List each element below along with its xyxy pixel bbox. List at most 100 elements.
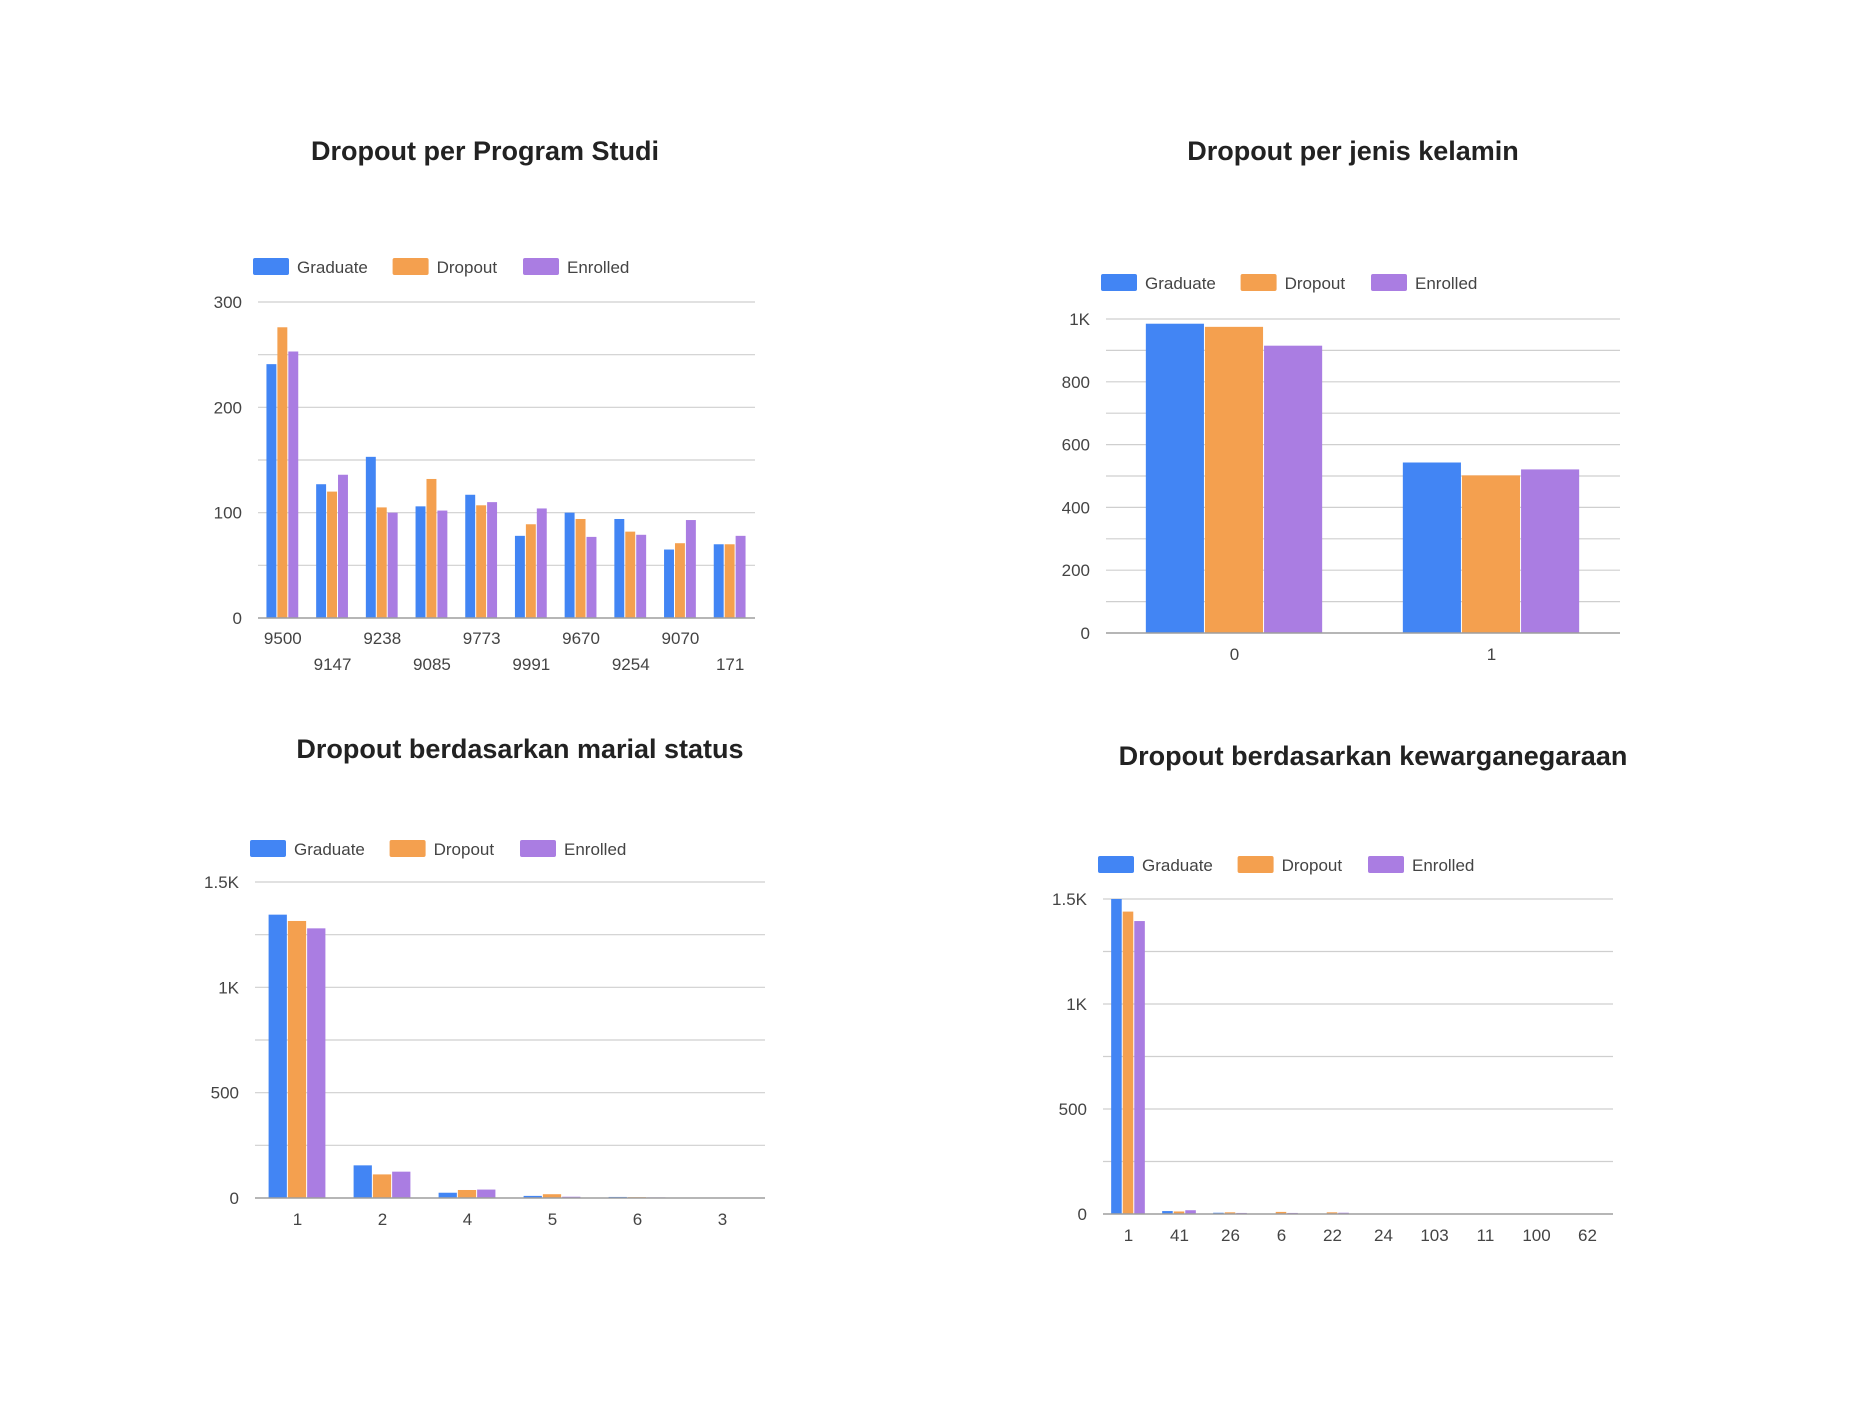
bar-graduate-2 bbox=[353, 1165, 372, 1198]
x-tick-label: 6 bbox=[1277, 1226, 1286, 1245]
legend-swatch-enrolled bbox=[1371, 274, 1407, 291]
bar-dropout-6 bbox=[1275, 1211, 1287, 1214]
bar-dropout-41 bbox=[1173, 1211, 1185, 1214]
bar-enrolled-9254 bbox=[636, 534, 647, 618]
legend-swatch-graduate bbox=[1101, 274, 1137, 291]
y-tick-label: 200 bbox=[1062, 561, 1090, 580]
x-tick-label: 11 bbox=[1477, 1226, 1495, 1245]
bar-enrolled-9070 bbox=[685, 520, 696, 618]
y-tick-label: 1K bbox=[1066, 995, 1087, 1014]
legend-swatch-dropout bbox=[1237, 856, 1274, 873]
x-tick-label: 9254 bbox=[612, 655, 650, 674]
bar-dropout-9670 bbox=[575, 518, 586, 618]
bar-graduate-9773 bbox=[465, 494, 476, 618]
legend-label: Dropout bbox=[1285, 274, 1346, 293]
bar-enrolled-2 bbox=[392, 1171, 411, 1198]
bar-enrolled-171 bbox=[735, 535, 746, 618]
legend-label: Enrolled bbox=[1415, 274, 1477, 293]
bar-dropout-9147 bbox=[327, 491, 338, 618]
bar-enrolled-9238 bbox=[387, 512, 398, 618]
bar-dropout-1 bbox=[1122, 911, 1134, 1214]
x-tick-label: 4 bbox=[463, 1210, 472, 1229]
y-tick-label: 1K bbox=[218, 978, 239, 997]
bar-dropout-9500 bbox=[277, 327, 288, 618]
x-tick-label: 41 bbox=[1170, 1226, 1189, 1245]
bar-graduate-0 bbox=[1145, 323, 1204, 633]
legend-label: Dropout bbox=[434, 840, 495, 859]
chart-panel-program-studi: Dropout per Program Studi Graduate Dropou… bbox=[140, 130, 830, 690]
bar-dropout-0 bbox=[1204, 326, 1264, 633]
x-tick-label: 103 bbox=[1420, 1226, 1448, 1245]
y-tick-label: 100 bbox=[214, 504, 242, 523]
bar-dropout-9238 bbox=[376, 507, 387, 618]
y-tick-label: 0 bbox=[233, 609, 242, 628]
bar-dropout-2 bbox=[372, 1174, 392, 1198]
bar-dropout-1 bbox=[1461, 475, 1521, 633]
x-tick-label: 1 bbox=[293, 1210, 302, 1229]
legend-label: Dropout bbox=[1282, 856, 1343, 875]
legend-swatch-graduate bbox=[1098, 856, 1134, 873]
x-tick-label: 22 bbox=[1323, 1226, 1342, 1245]
chart-title: Dropout per Program Studi bbox=[310, 136, 659, 166]
bar-dropout-9254 bbox=[625, 531, 636, 618]
bar-chart: Graduate Dropout Enrolled 0 500 1K 1.5K 1 2 4 5 6 3 bbox=[204, 840, 765, 1229]
chart-panel-kewarganegaraan: Dropout berdasarkan kewarganegaraan Grad… bbox=[1028, 735, 1718, 1265]
bar-dropout-171 bbox=[724, 544, 735, 618]
bar-graduate-5 bbox=[523, 1195, 542, 1198]
chart-title: Dropout berdasarkan kewarganegaraan bbox=[1118, 741, 1628, 771]
y-tick-label: 1.5K bbox=[1052, 890, 1088, 909]
y-tick-label: 400 bbox=[1062, 498, 1090, 517]
legend-swatch-graduate bbox=[253, 258, 289, 275]
legend-swatch-enrolled bbox=[523, 258, 559, 275]
x-tick-label: 9670 bbox=[562, 629, 600, 648]
y-tick-label: 1K bbox=[1069, 310, 1090, 329]
x-tick-label: 1 bbox=[1487, 645, 1496, 664]
y-tick-label: 0 bbox=[1078, 1205, 1087, 1224]
legend-label: Graduate bbox=[297, 258, 368, 277]
bar-enrolled-9670 bbox=[586, 536, 597, 618]
bar-enrolled-1 bbox=[1134, 921, 1145, 1214]
bar-enrolled-9147 bbox=[338, 474, 348, 618]
bar-dropout-4 bbox=[457, 1189, 477, 1198]
bar-enrolled-1 bbox=[307, 928, 326, 1198]
bar-chart: Graduate Dropout Enrolled 0 200 400 600 800 1K 0 1 bbox=[1062, 274, 1620, 664]
bar-graduate-1 bbox=[1402, 462, 1461, 633]
bar-chart: Graduate Dropout Enrolled 0 100 200 300 9500 914… bbox=[214, 258, 755, 674]
bar-graduate-9238 bbox=[365, 456, 376, 618]
legend-swatch-enrolled bbox=[520, 840, 556, 857]
bar-dropout-22 bbox=[1326, 1212, 1338, 1214]
bar-dropout-9085 bbox=[426, 478, 437, 618]
y-tick-label: 0 bbox=[1081, 624, 1090, 643]
y-tick-label: 1.5K bbox=[204, 873, 240, 892]
x-tick-label: 24 bbox=[1374, 1226, 1393, 1245]
bar-enrolled-1 bbox=[1521, 469, 1580, 633]
bar-enrolled-41 bbox=[1185, 1210, 1196, 1214]
bar-dropout-1 bbox=[287, 920, 307, 1198]
bar-graduate-171 bbox=[713, 544, 724, 618]
bar-graduate-9670 bbox=[564, 512, 575, 618]
legend-label: Enrolled bbox=[567, 258, 629, 277]
x-tick-label: 62 bbox=[1578, 1226, 1597, 1245]
x-tick-label: 5 bbox=[548, 1210, 557, 1229]
x-tick-label: 9500 bbox=[264, 629, 302, 648]
bar-graduate-9147 bbox=[316, 484, 327, 618]
y-tick-label: 500 bbox=[211, 1084, 239, 1103]
x-tick-label: 1 bbox=[1124, 1226, 1133, 1245]
chart-panel-jenis-kelamin: Dropout per jenis kelamin Graduate Dropou… bbox=[1008, 130, 1698, 690]
x-tick-label: 9238 bbox=[363, 629, 401, 648]
bar-graduate-9500 bbox=[266, 364, 277, 618]
legend-label: Enrolled bbox=[1412, 856, 1474, 875]
bar-graduate-9991 bbox=[514, 535, 525, 618]
x-tick-label: 0 bbox=[1230, 645, 1239, 664]
bar-graduate-4 bbox=[438, 1192, 457, 1198]
bar-graduate-9070 bbox=[664, 549, 674, 618]
legend-swatch-dropout bbox=[392, 258, 429, 275]
bar-dropout-9773 bbox=[476, 505, 487, 618]
bar-dropout-9070 bbox=[674, 543, 685, 618]
y-tick-label: 500 bbox=[1059, 1100, 1087, 1119]
y-tick-label: 300 bbox=[214, 293, 242, 312]
y-tick-label: 200 bbox=[214, 398, 242, 417]
legend-swatch-graduate bbox=[250, 840, 286, 857]
bar-enrolled-9085 bbox=[437, 510, 448, 618]
x-tick-label: 9070 bbox=[662, 629, 700, 648]
